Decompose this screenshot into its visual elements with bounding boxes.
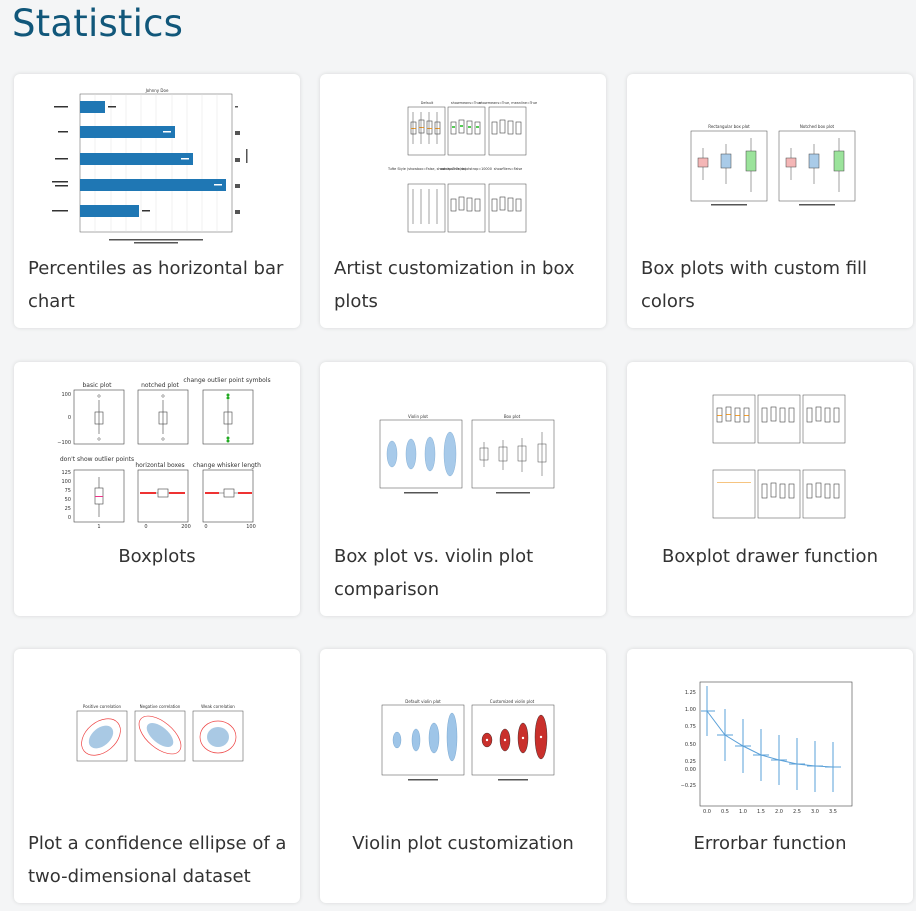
artist-thumb-title: notch=True, bootstrap=10000: [440, 167, 492, 171]
boxplots-thumb-title: change whisker length: [193, 462, 261, 469]
card-caption: Violin plot customization: [352, 833, 574, 854]
boxplots-thumb-title: don't show outlier points: [60, 456, 134, 463]
card-caption: Box plots with custom fill colors: [641, 258, 868, 312]
x-tick: 0.0: [703, 809, 711, 815]
x-tick: 0: [144, 524, 147, 530]
page-title: Statistics: [12, 2, 184, 45]
y-tick: 1.00: [685, 707, 696, 713]
artist-thumb-title: Default: [421, 101, 434, 105]
boxplots-thumb-title: basic plot: [83, 382, 113, 389]
thumbnail-fill-colors: Rectangular box plot Notched box plot: [627, 74, 913, 244]
x-tick: 1.5: [757, 809, 765, 815]
gallery-card-violin-customization[interactable]: Default violin plot Customized violin pl…: [320, 649, 606, 903]
x-tick: 3.0: [811, 809, 819, 815]
thumbnail-boxplot-drawer: [627, 362, 913, 532]
x-tick: 1: [97, 524, 100, 530]
card-caption: Plot a confidence ellipse of a two-dimen…: [28, 833, 287, 887]
card-caption: Box plot vs. violin plot comparison: [334, 546, 534, 600]
percentile-bar: [80, 153, 193, 165]
gallery-card-boxplots[interactable]: basic plot notched plot change outlier p…: [14, 362, 300, 616]
x-tick: 100: [246, 524, 256, 530]
artist-thumb-title: showmeans=True: [451, 101, 481, 105]
fill-thumb-title: Rectangular box plot: [708, 124, 750, 129]
ellipse-thumb-title: Negative correlation: [140, 704, 181, 709]
percentile-bar: [80, 179, 226, 191]
artist-thumb-title: showmeans=True, meanline=True: [479, 101, 537, 105]
ellipse-thumb-title: Weak correlation: [201, 704, 235, 709]
thumbnail-confidence-ellipse: Positive correlation Negative correlatio…: [14, 649, 300, 819]
violin-thumb-title: Violin plot: [408, 414, 428, 419]
gallery-card-boxplot-drawer[interactable]: Boxplot drawer function: [627, 362, 913, 616]
y-tick: 0.50: [685, 742, 696, 748]
card-caption: Boxplots: [118, 546, 196, 567]
x-tick: 0: [204, 524, 207, 530]
gallery-card-percentiles[interactable]: Johnny Doe: [14, 74, 300, 328]
gallery-card-fill-colors[interactable]: Rectangular box plot Notched box plot Bo…: [627, 74, 913, 328]
x-tick: 2.0: [775, 809, 783, 815]
card-caption: Boxplot drawer function: [662, 546, 878, 567]
card-caption: Percentiles as horizontal bar chart: [28, 258, 284, 312]
boxplots-thumb-title: change outlier point symbols: [183, 377, 270, 384]
gallery-card-errorbar[interactable]: 1.25 1.00 0.75 0.50 0.25 0.00 −0.25 0.0 …: [627, 649, 913, 903]
violin-custom-thumb-title: Customized violin plot: [490, 699, 535, 704]
x-tick: 200: [181, 524, 191, 530]
thumbnail-boxplots: basic plot notched plot change outlier p…: [14, 362, 300, 532]
gallery-card-box-vs-violin[interactable]: Violin plot Box plot Box plot vs. violin…: [320, 362, 606, 616]
boxplots-thumb-title: notched plot: [141, 382, 179, 389]
thumbnail-artist-customization: Default showmeans=True showmeans=True, m…: [320, 74, 606, 244]
artist-thumb-title: showfliers=False: [494, 167, 522, 171]
thumbnail-box-vs-violin: Violin plot Box plot: [320, 362, 606, 532]
y-tick: 75: [65, 488, 71, 494]
y-tick: 0.00: [685, 767, 696, 773]
ellipse-thumb-title: Positive correlation: [83, 704, 122, 709]
y-tick: 125: [61, 470, 71, 476]
gallery-card-artist-customization[interactable]: Default showmeans=True showmeans=True, m…: [320, 74, 606, 328]
y-tick: 25: [65, 506, 71, 512]
violin-thumb-title: Box plot: [504, 414, 521, 419]
percentile-bar: [80, 126, 175, 138]
thumbnail-violin-customization: Default violin plot Customized violin pl…: [320, 649, 606, 819]
percentile-bar: [80, 205, 139, 217]
violin-custom-thumb-title: Default violin plot: [405, 699, 441, 704]
x-tick: 2.5: [793, 809, 801, 815]
x-tick: 3.5: [829, 809, 837, 815]
card-caption: Errorbar function: [693, 833, 847, 854]
fill-thumb-title: Notched box plot: [800, 124, 835, 129]
y-tick: 0.75: [685, 724, 696, 730]
y-tick: −100: [57, 440, 71, 446]
thumbnail-errorbar: 1.25 1.00 0.75 0.50 0.25 0.00 −0.25 0.0 …: [627, 649, 913, 819]
y-tick: 0: [68, 515, 71, 521]
y-tick: 100: [61, 392, 71, 398]
y-tick: 1.25: [685, 690, 696, 696]
x-tick: 0.5: [721, 809, 729, 815]
thumbnail-percentiles: Johnny Doe: [14, 74, 300, 244]
y-tick: −0.25: [681, 783, 696, 789]
y-tick: 50: [65, 497, 71, 503]
card-caption: Artist customization in box plots: [334, 258, 575, 312]
y-tick: 0.25: [685, 759, 696, 765]
y-tick: 0: [68, 415, 71, 421]
artist-thumb-title: Tufte Style (showbox=False, showcaps=Fal…: [387, 167, 467, 171]
boxplots-thumb-title: horizontal boxes: [135, 462, 184, 469]
percentiles-thumb-title: Johnny Doe: [145, 88, 169, 93]
percentile-bar: [80, 101, 105, 113]
x-tick: 1.0: [739, 809, 747, 815]
y-tick: 100: [61, 479, 71, 485]
gallery-card-confidence-ellipse[interactable]: Positive correlation Negative correlatio…: [14, 649, 300, 903]
